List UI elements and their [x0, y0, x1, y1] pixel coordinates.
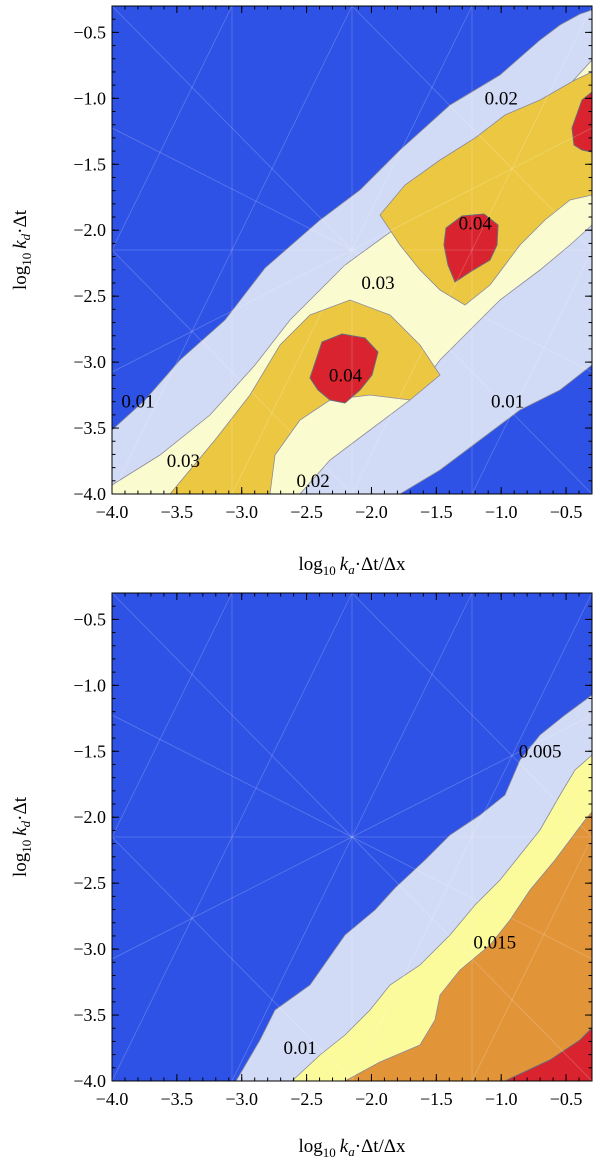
region-above-0.04-3 — [571, 91, 592, 153]
mesh-1 — [112, 6, 592, 494]
contour-label: 0.015 — [473, 933, 516, 954]
contour-labels-2: 0.005 0.015 0.01 — [283, 741, 561, 1059]
y-tick-label: −2.5 — [73, 873, 106, 893]
x-tick-label: −3.0 — [225, 502, 258, 522]
x-tick-label: −1.5 — [420, 502, 453, 522]
x-tick-labels-2: −4.0 −3.5 −3.0 −2.5 −2.0 −1.5 −1.0 −0.5 — [96, 1089, 583, 1109]
x-tick-label: −1.0 — [485, 502, 518, 522]
y-tick-label: −1.5 — [73, 154, 106, 174]
x-tick-label: −1.0 — [485, 1089, 518, 1109]
contour-plot-2: −0.5 −1.0 −1.5 −2.0 −2.5 −3.0 −3.5 −4.0 −4.0 −3.… — [73, 592, 593, 1109]
y-tick-labels-2: −0.5 −1.0 −1.5 −2.0 −2.5 −3.0 −3.5 −4.0 — [73, 609, 106, 1091]
x-tick-label: −3.5 — [161, 502, 194, 522]
y-tick-label: −1.5 — [73, 741, 106, 761]
contour-label: 0.03 — [167, 451, 200, 472]
mesh-2 — [112, 593, 592, 1081]
y-tick-label: −4.0 — [73, 484, 106, 504]
contour-label: 0.03 — [361, 273, 394, 294]
y-tick-label: −3.0 — [73, 939, 106, 959]
region-above-0.02 — [504, 1027, 592, 1081]
x-tick-label: −2.0 — [355, 502, 388, 522]
x-tick-label: −2.0 — [355, 1089, 388, 1109]
y-tick-label: −2.0 — [73, 220, 106, 240]
x-tick-label: −0.5 — [550, 1089, 583, 1109]
y-tick-label: −3.5 — [73, 1005, 106, 1025]
y-tick-label: −0.5 — [73, 22, 106, 42]
contour-label: 0.04 — [329, 365, 363, 386]
ticks-2 — [111, 592, 593, 1082]
x-tick-label: −2.5 — [290, 502, 323, 522]
x-tick-label: −4.0 — [96, 1089, 129, 1109]
plot-area-2 — [112, 593, 592, 1081]
y-tick-label: −3.0 — [73, 352, 106, 372]
y-axis-title-2: log10kd·Δt — [10, 796, 34, 877]
y-tick-label: −2.5 — [73, 286, 106, 306]
x-tick-labels-1: −4.0 −3.5 −3.0 −2.5 −2.0 −1.5 −1.0 −0.5 — [96, 502, 583, 522]
contour-label: 0.02 — [485, 88, 518, 109]
y-tick-label: −1.0 — [73, 88, 106, 108]
contour-label: 0.01 — [121, 392, 154, 413]
contour-label: 0.04 — [459, 214, 493, 235]
band-0.03-0.04-b — [379, 71, 592, 306]
contour-label: 0.01 — [491, 392, 524, 413]
contour-label: 0.02 — [296, 471, 329, 492]
region-above-0.04-2 — [443, 213, 499, 283]
contour-label: 0.005 — [519, 741, 562, 762]
plot-frame-2 — [111, 592, 593, 1082]
y-tick-label: −3.5 — [73, 418, 106, 438]
region-above-0.04-1 — [309, 333, 379, 404]
contour-labels-1: 0.02 0.04 0.03 0.04 0.01 0.01 0.03 0.02 — [121, 88, 524, 491]
plot-area-1 — [112, 6, 592, 494]
band-0.015-0.02 — [344, 811, 592, 1081]
x-tick-label: −2.5 — [290, 1089, 323, 1109]
contour-label: 0.01 — [283, 1038, 316, 1059]
contour-plot-1: −0.5 −1.0 −1.5 −2.0 −2.5 −3.0 −3.5 −4.0 −4.0 −3.… — [73, 5, 593, 522]
x-axis-title-1: log10 ka·Δt/Δx — [298, 554, 406, 578]
x-tick-label: −4.0 — [96, 502, 129, 522]
band-0.01-0.02 — [112, 9, 592, 494]
x-tick-label: −3.5 — [161, 1089, 194, 1109]
y-tick-label: −0.5 — [73, 609, 106, 629]
y-tick-label: −4.0 — [73, 1071, 106, 1091]
plot-frame-1 — [111, 5, 593, 495]
y-tick-labels-1: −0.5 −1.0 −1.5 −2.0 −2.5 −3.0 −3.5 −4.0 — [73, 22, 106, 504]
y-axis-title-1: log10kd·Δt — [10, 209, 34, 290]
x-tick-label: −0.5 — [550, 502, 583, 522]
ticks-1 — [111, 5, 593, 495]
y-tick-label: −2.0 — [73, 807, 106, 827]
y-tick-label: −1.0 — [73, 675, 106, 695]
x-tick-label: −1.5 — [420, 1089, 453, 1109]
x-tick-label: −3.0 — [225, 1089, 258, 1109]
x-axis-title-2: log10 ka·Δt/Δx — [298, 1136, 406, 1160]
